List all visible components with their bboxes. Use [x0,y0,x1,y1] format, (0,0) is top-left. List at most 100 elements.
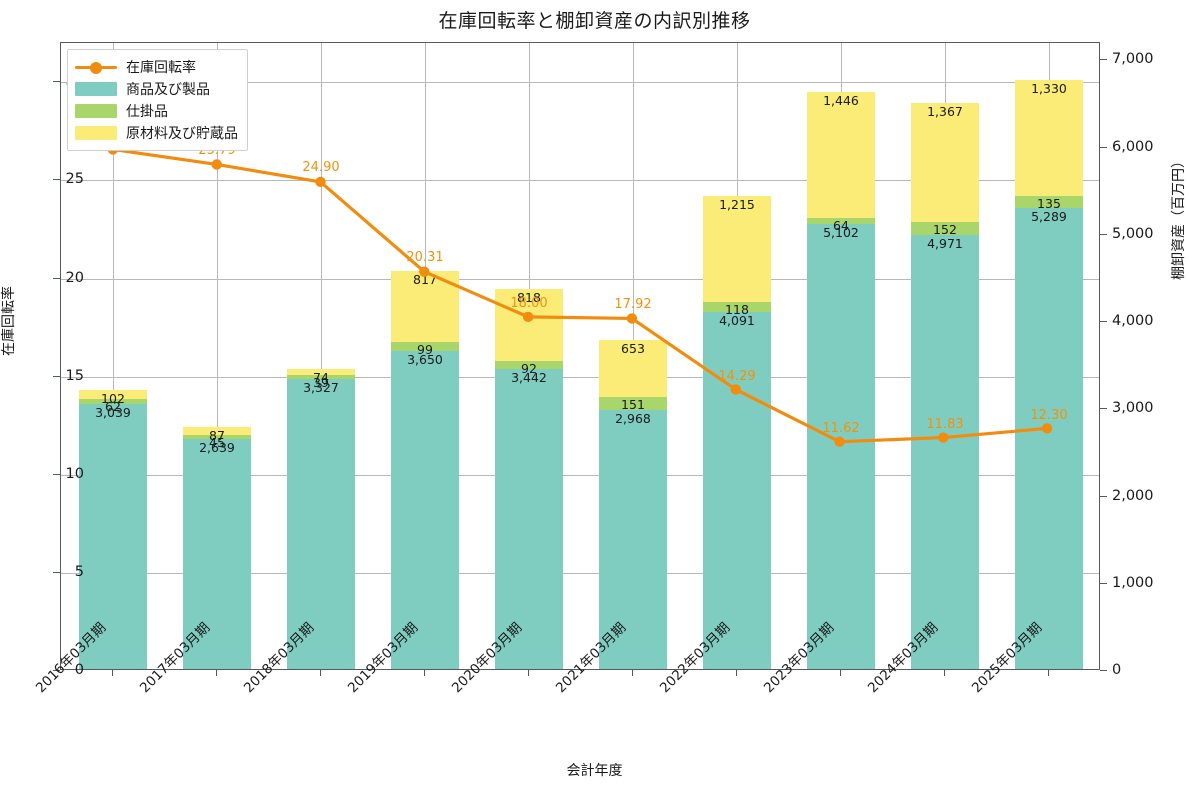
x-axis-tick-mark [528,670,529,676]
bar-segment-wip[interactable] [598,396,668,411]
x-axis-label: 会計年度 [566,763,623,779]
bar-segment-raw-materials[interactable] [598,340,668,397]
bar-segment-raw-materials[interactable] [910,102,980,223]
gridline-vertical [321,43,322,669]
bar-segment-raw-materials[interactable] [806,92,876,219]
legend-item[interactable]: 商品及び製品 [75,78,238,100]
right-axis-tick-mark [1100,321,1107,323]
bar-segment-merchandise[interactable] [494,368,564,669]
right-axis-tick-mark [1100,495,1107,497]
gridline-horizontal [61,82,1099,84]
x-axis-tick-mark [216,670,217,676]
bar-segment-raw-materials[interactable] [1014,79,1084,196]
left-axis-tick-label: 0 [74,662,84,678]
right-axis-tick-label: 7,000 [1112,51,1154,68]
legend-marker-dot-icon [90,61,102,74]
left-axis-tick-label: 25 [65,171,84,188]
x-axis-tick-mark [840,670,841,676]
left-axis-tick-mark [53,179,60,181]
x-axis-tick-mark [944,670,945,676]
gridline-vertical [217,43,218,669]
right-axis-tick-mark [1100,408,1107,410]
right-axis-tick-label: 2,000 [1112,487,1154,504]
x-axis-tick-mark [632,670,633,676]
left-axis-tick-mark [53,375,60,377]
x-axis-tick-mark [736,670,737,676]
bar-segment-wip[interactable] [702,301,772,313]
bar-segment-wip[interactable] [78,398,148,404]
right-axis-tick-label: 4,000 [1112,313,1154,330]
turnover-data-point[interactable] [1041,423,1053,434]
bar-segment-wip[interactable] [1014,195,1084,208]
turnover-data-point[interactable] [626,313,638,324]
bar-stack[interactable]: 2,968 151 653 [598,340,668,669]
right-axis-tick-label: 0 [1112,662,1122,678]
turnover-data-point[interactable] [419,266,430,277]
bar-segment-wip[interactable] [494,360,564,369]
gridline-horizontal [61,278,1099,280]
legend-item[interactable]: 仕掛品 [75,100,238,122]
gridline-horizontal [61,376,1099,378]
right-axis-tick-label: 1,000 [1112,574,1154,591]
left-axis-tick-label: 15 [65,367,84,384]
bar-segment-wip[interactable] [182,434,252,439]
turnover-line-path [111,147,1049,444]
bar-stack[interactable]: 4,091 118 1,215 [702,195,772,669]
gridline-horizontal [61,180,1099,182]
right-axis-tick-mark [1100,582,1107,584]
turnover-data-point[interactable] [938,432,949,443]
left-axis-tick-mark [53,473,60,475]
legend-color-swatch [75,82,117,96]
bar-segment-merchandise[interactable] [1014,207,1084,669]
bar-segment-merchandise[interactable] [286,378,356,669]
turnover-data-point[interactable] [834,436,845,447]
legend-item[interactable]: 原材料及び貯蔵品 [75,122,238,144]
legend-color-swatch [75,104,117,118]
bar-segment-wip[interactable] [910,222,980,236]
right-axis-tick-mark [1100,670,1107,671]
turnover-data-point[interactable] [211,159,222,170]
right-axis-tick-label: 5,000 [1112,225,1154,242]
left-axis-tick-mark [53,670,60,671]
page-title: 在庫回転率と棚卸資産の内訳別推移 [438,10,751,32]
bar-stack[interactable]: 3,442 92 818 [494,289,564,669]
chart-legend: 在庫回転率商品及び製品仕掛品原材料及び貯蔵品 [67,49,248,151]
right-axis-tick-label: 3,000 [1112,400,1154,417]
gridline-vertical [113,43,114,669]
turnover-data-point[interactable] [730,384,741,395]
bar-segment-wip[interactable] [390,342,460,351]
turnover-data-point[interactable] [522,311,534,323]
bar-segment-raw-materials[interactable] [182,427,252,435]
bar-segment-raw-materials[interactable] [494,289,564,361]
bar-segment-merchandise[interactable] [390,350,460,669]
left-axis-tick-label: 20 [65,269,84,286]
plot-clip: 3,039 62 102 2,639 45 87 3,327 39 74 3,650 99 817 3,… [61,43,1099,669]
bar-segment-merchandise[interactable] [598,410,668,669]
legend-item[interactable]: 在庫回転率 [75,56,238,78]
bar-segment-merchandise[interactable] [910,235,980,669]
bar-segment-merchandise[interactable] [182,438,252,669]
legend-item-label: 仕掛品 [126,104,168,120]
left-axis-tick-label: 5 [74,563,84,580]
x-axis-tick-mark [1048,670,1049,676]
left-axis-label: 在庫回転率 [1,286,17,356]
legend-item-label: 原材料及び貯蔵品 [126,126,238,142]
bar-segment-raw-materials[interactable] [78,389,148,399]
turnover-data-point[interactable] [315,176,326,188]
bar-segment-raw-materials[interactable] [286,368,356,376]
bar-segment-wip[interactable] [286,375,356,379]
right-axis-tick-mark [1100,146,1107,148]
bar-stack[interactable]: 3,327 39 74 [286,368,356,669]
left-axis-tick-label: 10 [65,465,84,482]
right-axis-tick-mark [1100,59,1107,61]
right-axis-tick-mark [1100,233,1107,235]
legend-item-label: 在庫回転率 [126,60,196,76]
bar-stack[interactable]: 5,289 135 1,330 [1014,79,1084,669]
gridline-horizontal [61,474,1099,476]
left-axis-tick-mark [53,81,60,83]
bar-segment-merchandise[interactable] [702,312,772,669]
bar-segment-merchandise[interactable] [78,403,148,669]
bar-segment-wip[interactable] [806,218,876,224]
bar-segment-raw-materials[interactable] [702,195,772,302]
